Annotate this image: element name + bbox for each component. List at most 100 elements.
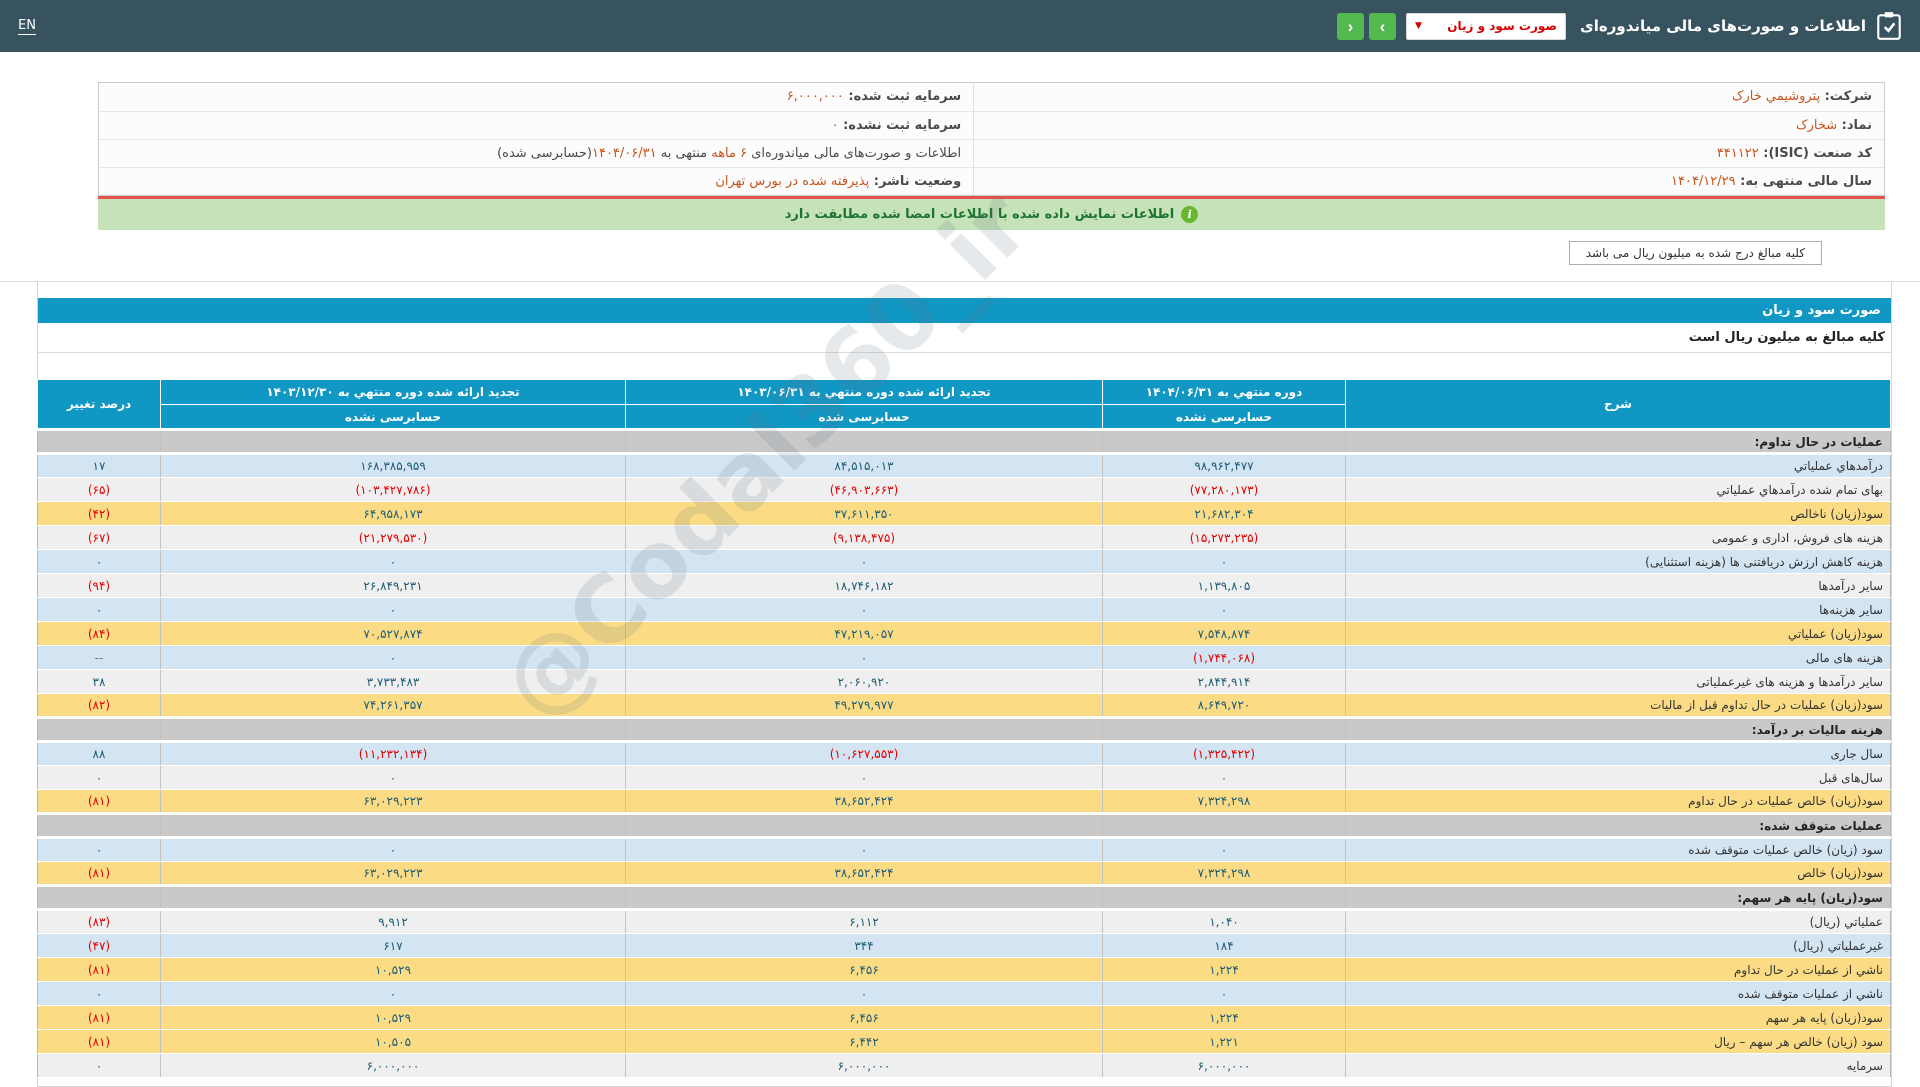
pct-change-cell: --: [37, 645, 161, 670]
value-cell: ۰: [1102, 837, 1346, 862]
col-header-pct-change: درصد تغییر: [37, 379, 161, 430]
pct-change-cell: ۰: [37, 597, 161, 622]
value-cell: [625, 812, 1103, 839]
row-label-cell: هزینه هاى مالى: [1345, 645, 1891, 670]
info-label: سرمایه ثبت شده:: [843, 89, 962, 105]
data-row: سود(زیان) عملیات در حال تداوم قبل از مال…: [37, 693, 1891, 718]
value-cell: ۶,۰۰۰,۰۰۰: [1102, 1053, 1346, 1078]
statement-table-body: عملیات در حال تداوم: درآمدهاي عملیاتي ۹۸,۹…: [37, 428, 1891, 1078]
value-cell: (۱۰۳,۴۲۷,۷۸۶): [160, 477, 626, 502]
row-label-cell: هزینه هاى فروش، ادارى و عمومى: [1345, 525, 1891, 550]
row-label-cell: سود(زیان) پایه هر سهم: [1345, 1005, 1891, 1030]
pct-change-cell: (۸۴): [37, 621, 161, 646]
value-cell: ۶,۰۰۰,۰۰۰: [160, 1053, 626, 1078]
language-toggle[interactable]: EN: [18, 17, 36, 35]
value-cell: [160, 884, 626, 911]
value-cell: [1102, 812, 1346, 839]
value-cell: (۹,۱۳۸,۴۷۵): [625, 525, 1103, 550]
info-cell: اطلاعات و صورت‌های مالی میاندوره‌ای ۶ ما…: [99, 139, 974, 168]
value-cell: (۱,۳۲۵,۴۲۲): [1102, 741, 1346, 766]
col-header-year-period: تجدید ارائه شده دوره منتهي به ۱۴۰۳/۱۲/۳۰: [160, 379, 626, 405]
page-divider: [0, 281, 1920, 282]
value-cell: ۰: [625, 645, 1103, 670]
pct-change-cell: ۳۸: [37, 669, 161, 694]
report-clipboard-icon: [1876, 11, 1902, 41]
value-cell: ۰: [160, 765, 626, 790]
pct-change-cell: [37, 884, 161, 911]
statement-type-select[interactable]: صورت سود و زیان ▼: [1406, 12, 1567, 40]
value-cell: ۷,۳۲۴,۲۹۸: [1102, 789, 1346, 814]
pct-change-cell: (۶۵): [37, 477, 161, 502]
pct-change-cell: [37, 428, 161, 455]
data-row: سود(زیان) پایه هر سهم ۱,۲۲۴ ۶,۴۵۶ ۱۰,۵۲۹ (۸۱…: [37, 1005, 1891, 1030]
value-cell: ۶۴,۹۵۸,۱۷۳: [160, 501, 626, 526]
row-label-cell: سود (زیان) خالص عملیات متوقف شده: [1345, 837, 1891, 862]
info-cell: سرمایه ثبت شده: ۶,۰۰۰,۰۰۰: [99, 83, 974, 112]
pct-change-cell: (۴۷): [37, 933, 161, 958]
value-cell: ۳۷,۶۱۱,۳۵۰: [625, 501, 1103, 526]
next-statement-button[interactable]: ›: [1369, 12, 1397, 40]
data-row: غیرعملیاتي (ریال) ۱۸۴ ۳۴۴ ۶۱۷ (۴۷): [37, 933, 1891, 958]
value-cell: ۰: [625, 765, 1103, 790]
data-row: سرمایه ۶,۰۰۰,۰۰۰ ۶,۰۰۰,۰۰۰ ۶,۰۰۰,۰۰۰ ۰: [37, 1053, 1891, 1078]
value-cell: ۰: [160, 549, 626, 574]
value-cell: ۶۱۷: [160, 933, 626, 958]
data-row: ناشي از عملیات در حال تداوم ۱,۲۲۴ ۶,۴۵۶ ۱۰,…: [37, 957, 1891, 982]
pct-change-cell: ۰: [37, 765, 161, 790]
data-row: سال‌های قبل ۰ ۰ ۰ ۰: [37, 765, 1891, 790]
row-label-cell: عملیات متوقف شده:: [1345, 812, 1891, 839]
data-row: سود (زیان) خالص عملیات متوقف شده ۰ ۰ ۰ ۰: [37, 837, 1891, 862]
pct-change-cell: (۸۱): [37, 1005, 161, 1030]
value-cell: (۲۱,۲۷۹,۵۳۰): [160, 525, 626, 550]
info-label: نماد:: [1837, 117, 1872, 133]
pct-change-cell: [37, 716, 161, 743]
pct-change-cell: ۰: [37, 1053, 161, 1078]
value-cell: (۱۵,۲۷۳,۲۳۵): [1102, 525, 1346, 550]
company-info-row: سال مالی منتهی به: ۱۴۰۴/۱۲/۲۹ وضعیت ناشر:…: [99, 167, 1884, 195]
pct-change-cell: ۰: [37, 549, 161, 574]
value-cell: [1102, 716, 1346, 743]
info-icon: i: [1181, 206, 1199, 223]
signature-match-banner: i اطلاعات نمایش داده شده با اطلاعات امضا…: [98, 199, 1885, 230]
value-cell: ۲۶,۸۴۹,۲۳۱: [160, 573, 626, 598]
data-row: سود(زیان) ناخالص ۲۱,۶۸۲,۳۰۴ ۳۷,۶۱۱,۳۵۰ ۶۴,۹…: [37, 501, 1891, 526]
value-cell: [1102, 884, 1346, 911]
info-value: ۱۴۰۴/۰۶/۳۱: [591, 145, 657, 161]
row-label-cell: عملیاتي (ریال): [1345, 909, 1891, 934]
row-label-cell: سرمایه: [1345, 1053, 1891, 1078]
value-cell: [625, 716, 1103, 743]
company-info-row: کد صنعت (ISIC): ۴۴۱۱۲۲ اطلاعات و صورت‌های…: [99, 139, 1884, 168]
value-cell: ۱,۲۲۱: [1102, 1029, 1346, 1054]
page-title: اطلاعات و صورت‌های مالی میاندوره‌ای: [1580, 17, 1866, 35]
top-header-bar: اطلاعات و صورت‌های مالی میاندوره‌ای صورت…: [0, 0, 1920, 52]
pct-change-cell: (۸۱): [37, 789, 161, 814]
info-label: کد صنعت (ISIC):: [1758, 145, 1872, 161]
row-label-cell: سایر درآمدها: [1345, 573, 1891, 598]
value-cell: ۰: [625, 597, 1103, 622]
info-label: وضعیت ناشر:: [869, 173, 962, 189]
section-row: هزینه مالیات بر درآمد:: [37, 716, 1891, 743]
amounts-unit-note: کلیه مبالغ درج شده به میلیون ریال می باش…: [1568, 241, 1822, 265]
row-label-cell: سال‌های قبل: [1345, 765, 1891, 790]
value-cell: ۷۰,۵۲۷,۸۷۴: [160, 621, 626, 646]
alert-divider-line: [98, 196, 1885, 199]
info-value: اطلاعات و صورت‌های مالی میاندوره‌ای: [747, 145, 962, 161]
pct-change-cell: ۰: [37, 981, 161, 1006]
value-cell: ۳۴۴: [625, 933, 1103, 958]
value-cell: ۱,۲۲۴: [1102, 957, 1346, 982]
value-cell: ۰: [160, 837, 626, 862]
pct-change-cell: ۰: [37, 837, 161, 862]
data-row: بهاى تمام شده درآمدهاي عملیاتي (۷۷,۲۸۰,۱۷…: [37, 477, 1891, 502]
value-cell: [160, 812, 626, 839]
row-label-cell: هزینه مالیات بر درآمد:: [1345, 716, 1891, 743]
value-cell: ۴۹,۲۷۹,۹۷۷: [625, 693, 1103, 718]
company-info-table: شرکت: پتروشیمي خارک سرمایه ثبت شده: ۶,۰۰۰…: [99, 83, 1884, 195]
value-cell: (۱,۷۴۴,۰۶۸): [1102, 645, 1346, 670]
value-cell: [625, 884, 1103, 911]
value-cell: ۶,۴۵۶: [625, 957, 1103, 982]
value-cell: ۹۸,۹۶۲,۴۷۷: [1102, 453, 1346, 478]
info-cell: کد صنعت (ISIC): ۴۴۱۱۲۲: [973, 139, 1884, 168]
prev-statement-button[interactable]: ‹: [1337, 12, 1365, 40]
row-label-cell: سایر هزینه‌ها: [1345, 597, 1891, 622]
value-cell: (۱۰,۶۲۷,۵۵۳): [625, 741, 1103, 766]
